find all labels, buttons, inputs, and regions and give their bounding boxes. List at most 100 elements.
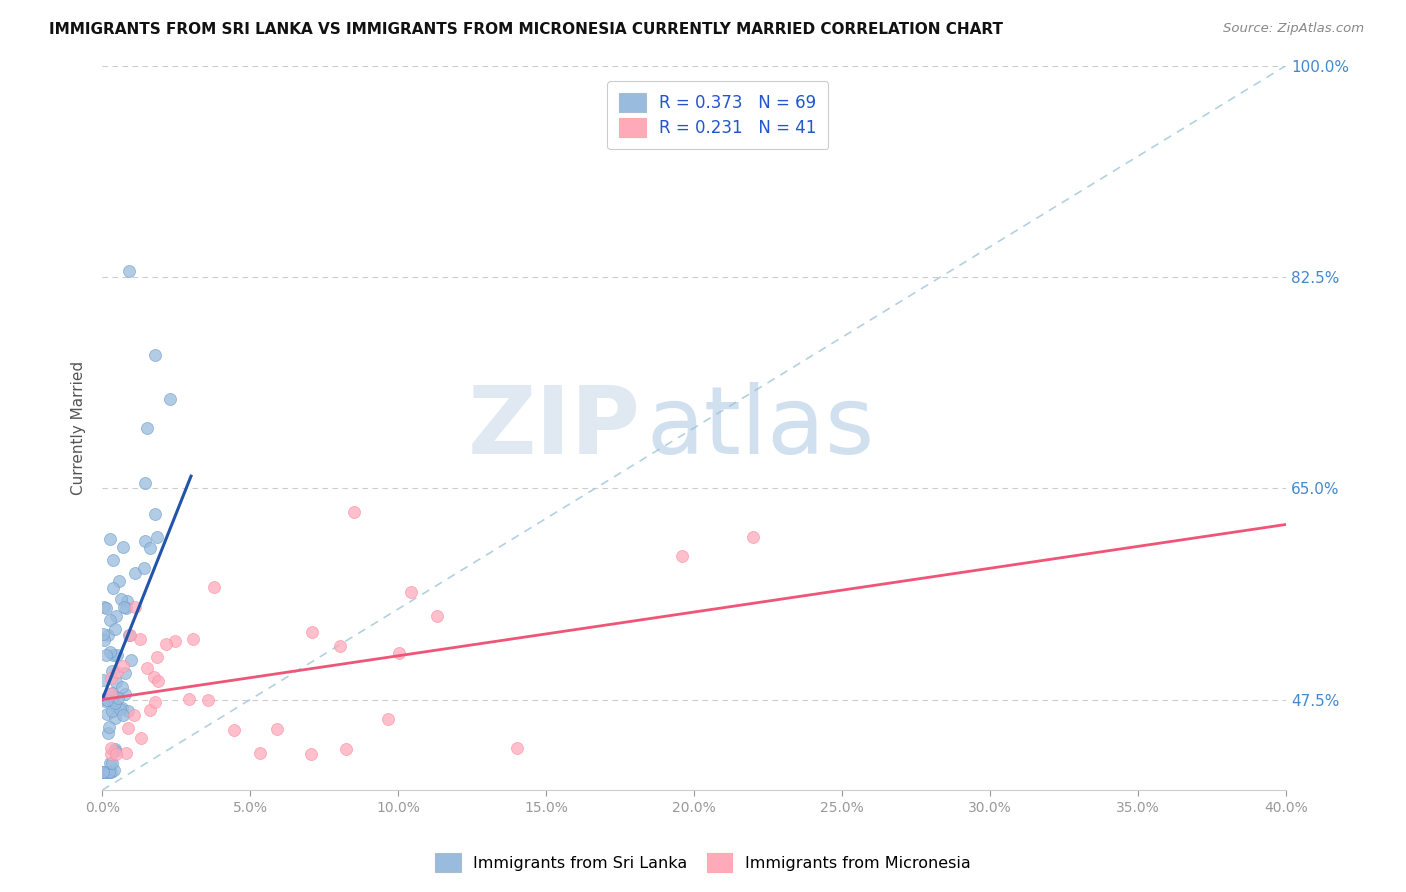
Point bbox=[101, 689, 124, 703]
Text: Source: ZipAtlas.com: Source: ZipAtlas.com bbox=[1223, 22, 1364, 36]
Point bbox=[93, 633, 115, 648]
Point bbox=[136, 661, 159, 675]
Point bbox=[104, 696, 127, 710]
Point bbox=[377, 713, 399, 727]
Point bbox=[94, 648, 117, 663]
Text: IMMIGRANTS FROM SRI LANKA VS IMMIGRANTS FROM MICRONESIA CURRENTLY MARRIED CORREL: IMMIGRANTS FROM SRI LANKA VS IMMIGRANTS … bbox=[49, 22, 1004, 37]
Point bbox=[299, 747, 322, 761]
Point bbox=[143, 695, 166, 709]
Point bbox=[114, 666, 136, 681]
Point bbox=[96, 601, 118, 615]
Y-axis label: Currently Married: Currently Married bbox=[72, 360, 86, 495]
Point bbox=[505, 740, 527, 755]
Point bbox=[134, 533, 156, 548]
Point bbox=[179, 692, 201, 706]
Point bbox=[100, 532, 122, 546]
Point bbox=[112, 707, 135, 722]
Point bbox=[146, 530, 169, 544]
Point bbox=[100, 686, 122, 700]
Point bbox=[105, 609, 128, 624]
Point bbox=[146, 650, 169, 665]
Point bbox=[105, 648, 128, 662]
Point bbox=[100, 756, 122, 770]
Point bbox=[197, 692, 219, 706]
Point bbox=[266, 722, 288, 736]
Point bbox=[103, 648, 125, 663]
Point bbox=[91, 673, 114, 687]
Point bbox=[124, 600, 146, 615]
Point bbox=[129, 731, 152, 745]
Point bbox=[134, 561, 156, 575]
Point bbox=[101, 704, 124, 718]
Point bbox=[301, 624, 323, 639]
Point bbox=[202, 580, 225, 594]
Point bbox=[135, 421, 157, 435]
Point bbox=[114, 687, 136, 701]
Point bbox=[401, 585, 423, 599]
Point bbox=[224, 723, 246, 737]
Point bbox=[122, 707, 145, 722]
Point bbox=[100, 687, 122, 701]
Point bbox=[181, 632, 204, 647]
Point bbox=[97, 765, 120, 780]
Point bbox=[671, 549, 693, 564]
Text: atlas: atlas bbox=[647, 382, 875, 474]
Point bbox=[134, 475, 156, 490]
Point bbox=[111, 659, 134, 673]
Point bbox=[97, 720, 120, 734]
Point bbox=[148, 673, 170, 688]
Point bbox=[145, 348, 167, 362]
Point bbox=[100, 741, 122, 756]
Point bbox=[100, 765, 122, 780]
Point bbox=[128, 632, 150, 647]
Point bbox=[101, 694, 124, 708]
Point bbox=[94, 694, 117, 708]
Point bbox=[104, 674, 127, 689]
Point bbox=[97, 627, 120, 641]
Point bbox=[117, 704, 139, 718]
Point bbox=[101, 664, 124, 678]
Point bbox=[103, 741, 125, 756]
Point bbox=[103, 744, 125, 758]
Point bbox=[115, 746, 138, 760]
Point bbox=[115, 594, 138, 608]
Point bbox=[117, 721, 139, 735]
Point bbox=[96, 707, 118, 722]
Point bbox=[124, 566, 146, 580]
Point bbox=[742, 530, 765, 544]
Point bbox=[104, 622, 127, 636]
Point bbox=[139, 541, 162, 555]
Point bbox=[159, 392, 181, 406]
Point bbox=[120, 653, 142, 667]
Point bbox=[100, 747, 122, 761]
Point bbox=[107, 691, 129, 706]
Point bbox=[111, 540, 134, 554]
Point bbox=[104, 747, 127, 761]
Point bbox=[110, 591, 132, 606]
Point bbox=[97, 765, 120, 780]
Point bbox=[103, 698, 125, 712]
Point bbox=[111, 680, 134, 694]
Point bbox=[98, 614, 121, 628]
Point bbox=[101, 581, 124, 595]
Point bbox=[93, 692, 115, 706]
Point bbox=[335, 742, 357, 756]
Point bbox=[145, 508, 167, 522]
Point bbox=[96, 693, 118, 707]
Point bbox=[329, 640, 352, 654]
Point bbox=[139, 703, 162, 717]
Point bbox=[112, 599, 135, 614]
Point bbox=[118, 264, 141, 278]
Point bbox=[100, 756, 122, 771]
Point bbox=[115, 601, 138, 615]
Point bbox=[104, 711, 127, 725]
Point bbox=[91, 765, 114, 780]
Point bbox=[100, 671, 122, 685]
Point bbox=[155, 637, 177, 651]
Point bbox=[163, 634, 186, 648]
Point bbox=[93, 600, 115, 615]
Point bbox=[118, 628, 141, 642]
Point bbox=[111, 701, 134, 715]
Point bbox=[91, 627, 114, 641]
Point bbox=[101, 553, 124, 567]
